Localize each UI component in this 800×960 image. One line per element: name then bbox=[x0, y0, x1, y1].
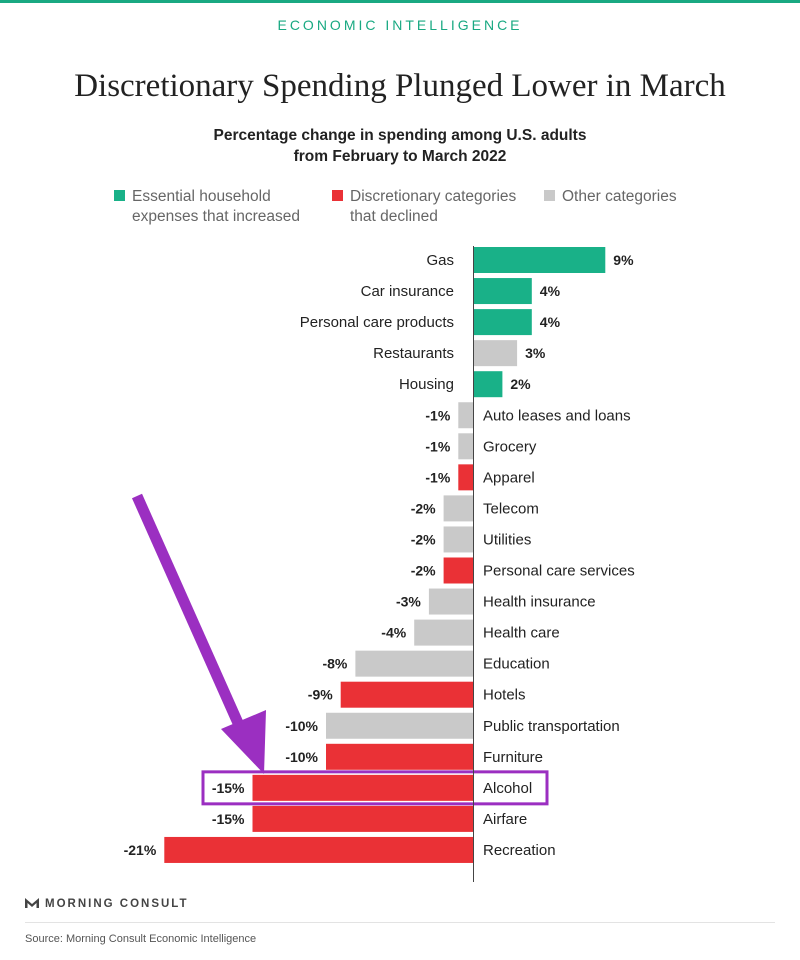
data-label-personal-care-products: 4% bbox=[540, 314, 561, 330]
annotation-arrow-shaft bbox=[131, 493, 248, 735]
category-label-airfare: Airfare bbox=[483, 811, 527, 828]
bar-health-insurance bbox=[428, 588, 473, 615]
legend-label: expenses that increased bbox=[132, 208, 301, 225]
data-label-health-insurance: -3% bbox=[396, 594, 421, 610]
category-label-public-transportation: Public transportation bbox=[483, 718, 620, 735]
bar-health-care bbox=[414, 619, 473, 646]
bar-chart: 9% Gas 4% Car insurance 4% Personal care prod… bbox=[124, 246, 635, 882]
category-label-auto-leases-and-loans: Auto leases and loans bbox=[483, 407, 631, 424]
data-label-housing: 2% bbox=[510, 376, 531, 392]
legend-swatch-discretionary bbox=[332, 190, 343, 201]
bar-airfare bbox=[252, 805, 473, 832]
source-note: Source: Morning Consult Economic Intelli… bbox=[25, 933, 257, 945]
kicker: ECONOMIC INTELLIGENCE bbox=[277, 17, 523, 33]
category-label-apparel: Apparel bbox=[483, 469, 535, 486]
subtitle-line-2: from February to March 2022 bbox=[293, 148, 507, 165]
legend-label: Other categories bbox=[562, 188, 677, 205]
data-label-recreation: -21% bbox=[124, 842, 157, 858]
bar-car-insurance bbox=[473, 278, 532, 305]
bar-housing bbox=[473, 371, 503, 398]
chart-subtitle: Percentage change in spending among U.S.… bbox=[150, 125, 650, 167]
morning-consult-logo-icon bbox=[25, 898, 39, 908]
data-label-health-care: -4% bbox=[381, 625, 406, 641]
legend-label: Essential household bbox=[132, 188, 271, 205]
data-label-hotels: -9% bbox=[308, 687, 333, 703]
category-label-recreation: Recreation bbox=[483, 842, 556, 859]
category-label-restaurants: Restaurants bbox=[373, 345, 454, 362]
category-label-utilities: Utilities bbox=[483, 531, 531, 548]
bar-personal-care-products bbox=[473, 309, 532, 336]
brand-logo: MORNING CONSULT bbox=[25, 898, 189, 910]
category-label-housing: Housing bbox=[399, 376, 454, 393]
annotation-arrow-head bbox=[221, 710, 266, 774]
category-label-furniture: Furniture bbox=[483, 749, 543, 766]
bar-utilities bbox=[443, 526, 473, 553]
category-label-grocery: Grocery bbox=[483, 438, 537, 455]
data-label-restaurants: 3% bbox=[525, 345, 546, 361]
bar-auto-leases-and-loans bbox=[458, 402, 473, 429]
bar-recreation bbox=[164, 836, 474, 863]
bar-grocery bbox=[458, 433, 473, 460]
data-label-auto-leases-and-loans: -1% bbox=[425, 407, 450, 423]
data-label-public-transportation: -10% bbox=[285, 718, 318, 734]
legend-swatch-essential bbox=[114, 190, 125, 201]
category-label-telecom: Telecom bbox=[483, 500, 539, 517]
category-label-health-insurance: Health insurance bbox=[483, 594, 596, 611]
data-label-car-insurance: 4% bbox=[540, 283, 561, 299]
data-label-utilities: -2% bbox=[411, 531, 436, 547]
data-label-apparel: -1% bbox=[425, 469, 450, 485]
bar-furniture bbox=[326, 743, 473, 770]
top-accent-bar bbox=[0, 0, 800, 3]
data-label-airfare: -15% bbox=[212, 811, 245, 827]
data-label-grocery: -1% bbox=[425, 438, 450, 454]
category-label-hotels: Hotels bbox=[483, 687, 526, 704]
data-label-alcohol: -15% bbox=[212, 780, 245, 796]
data-label-education: -8% bbox=[322, 656, 347, 672]
bar-hotels bbox=[340, 681, 473, 708]
category-label-car-insurance: Car insurance bbox=[361, 283, 454, 300]
legend-label: Discretionary categories bbox=[350, 188, 517, 205]
bar-telecom bbox=[443, 495, 473, 522]
legend-label: that declined bbox=[350, 208, 438, 225]
data-label-gas: 9% bbox=[613, 252, 634, 268]
bar-restaurants bbox=[473, 340, 518, 367]
footer-divider bbox=[25, 922, 775, 923]
category-label-health-care: Health care bbox=[483, 625, 560, 642]
brand-name: MORNING CONSULT bbox=[45, 898, 189, 910]
data-label-personal-care-services: -2% bbox=[411, 563, 436, 579]
bar-apparel bbox=[458, 464, 473, 491]
legend-swatch-other bbox=[544, 190, 555, 201]
category-label-gas: Gas bbox=[426, 252, 454, 269]
category-label-personal-care-products: Personal care products bbox=[300, 314, 454, 331]
bar-gas bbox=[473, 247, 606, 273]
chart-title: Discretionary Spending Plunged Lower in … bbox=[74, 68, 726, 104]
bar-education bbox=[355, 650, 473, 677]
bar-personal-care-services bbox=[443, 557, 473, 584]
data-label-telecom: -2% bbox=[411, 500, 436, 516]
category-label-personal-care-services: Personal care services bbox=[483, 563, 635, 580]
category-label-alcohol: Alcohol bbox=[483, 780, 532, 797]
bar-public-transportation bbox=[326, 712, 473, 739]
subtitle-line-1: Percentage change in spending among U.S.… bbox=[213, 127, 587, 144]
category-label-education: Education bbox=[483, 656, 550, 673]
highlight-box-alcohol bbox=[201, 770, 549, 806]
bar-alcohol bbox=[252, 774, 473, 801]
data-label-furniture: -10% bbox=[285, 749, 318, 765]
